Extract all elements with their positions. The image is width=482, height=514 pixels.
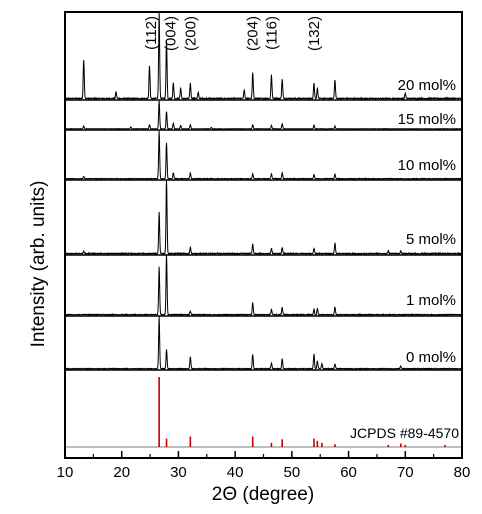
x-tick-label: 50 [284, 464, 301, 481]
peak-label: (112) [143, 16, 160, 50]
series-line [65, 100, 462, 130]
x-tick-label: 60 [340, 464, 357, 481]
series-line [64, 12, 462, 101]
x-tick-label: 40 [227, 464, 244, 481]
x-tick-label: 20 [113, 464, 130, 481]
peak-labels: (112) (004) (200) (204) (116) (132) [143, 16, 323, 51]
panel-labels: 20 mol% 15 mol% 10 mol% 5 mol% 1 mol% 0 mol% J… [350, 77, 459, 441]
series-label: 20 mol% [398, 77, 456, 94]
x-tick-label: 80 [454, 464, 471, 481]
series-label: 10 mol% [398, 157, 456, 174]
y-axis-title: Intensity (arb. units) [28, 181, 49, 348]
x-axis-title: 2Θ (degree) [212, 484, 314, 505]
series-layer [64, 12, 463, 371]
peak-label: (200) [182, 16, 199, 51]
series-label: 15 mol% [398, 111, 456, 128]
x-tick-label: 30 [170, 464, 187, 481]
series-label: 1 mol% [406, 292, 456, 309]
x-tick-label: 70 [397, 464, 414, 481]
series-label: 5 mol% [406, 231, 456, 248]
series-line [64, 316, 463, 371]
series-label: 0 mol% [406, 349, 456, 366]
peak-label: (132) [306, 16, 323, 51]
series-line [64, 179, 463, 256]
reference-layer [65, 377, 462, 448]
reference-label: JCPDS #89-4570 [350, 425, 459, 441]
panel-dividers [65, 99, 462, 371]
x-axis-ticks: 10 20 30 40 50 60 70 80 [57, 451, 471, 481]
peak-label: (004) [163, 16, 180, 51]
series-line [64, 254, 462, 317]
x-tick-label: 10 [57, 464, 74, 481]
peak-label: (116) [263, 16, 280, 50]
peak-label: (204) [245, 16, 262, 51]
series-line [64, 130, 463, 181]
